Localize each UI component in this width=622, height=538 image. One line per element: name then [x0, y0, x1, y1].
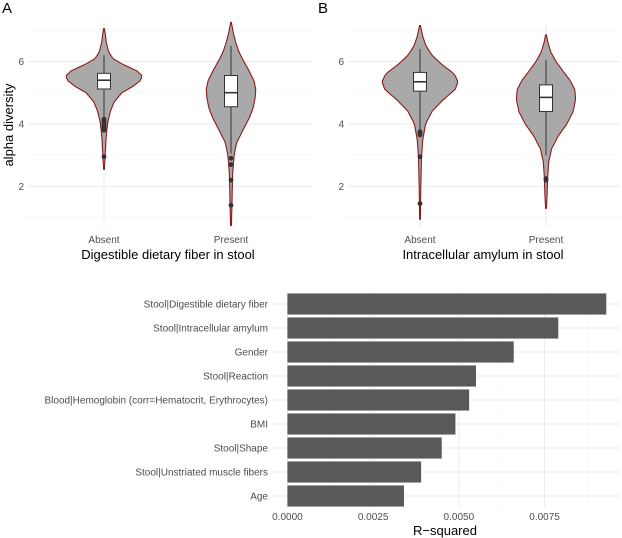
- panel-b-x-axis-title: Intracellular amylum in stool: [402, 247, 563, 262]
- p0-outlier-0: [101, 127, 107, 133]
- p0-outlier-1: [228, 162, 234, 167]
- p2-y-tick-label: Stool|Unstriated muscle fibers: [135, 468, 268, 479]
- p1-y-tick-label: 2: [338, 182, 344, 193]
- p2-y-tick-label: Stool|Shape: [214, 444, 269, 455]
- p0-outlier-1: [228, 155, 234, 161]
- p1-outlier-0: [417, 154, 423, 160]
- bar-8: [287, 485, 404, 507]
- p0-y-tick-label: 2: [18, 182, 24, 193]
- p1-x-tick-label: Present: [529, 235, 564, 246]
- p1-outlier-0: [417, 201, 423, 206]
- bar-panel-c: 0.0000 0.0025 0.0050 0.0075 Stool|Digestible…: [44, 292, 620, 523]
- panel-label-a: A: [2, 0, 12, 17]
- panel-c-x-axis-title: R−squared: [413, 523, 477, 538]
- p1-outlier-0: [417, 132, 423, 138]
- p2-x-tick-label: 0.0000: [272, 512, 303, 523]
- bar-7: [287, 461, 422, 483]
- p1-outlier-1: [543, 177, 549, 183]
- violin-panel-b: 2 4 6 Absent Present: [338, 24, 620, 246]
- p1-x-tick-label: Absent: [404, 235, 435, 246]
- p1-y-tick-label: 6: [338, 57, 344, 68]
- p0-y-tick-label: 4: [18, 119, 24, 130]
- bar-6: [287, 437, 442, 459]
- panel-a-x-axis-title: Digestible dietary fiber in stool: [81, 247, 255, 262]
- p0-y-tick-label: 6: [18, 57, 24, 68]
- bar-4: [287, 389, 470, 411]
- p0-outlier-0: [101, 154, 107, 160]
- violin-panel-a: 2 4 6 Absent Present: [18, 21, 312, 246]
- p2-x-tick-label: 0.0075: [529, 512, 560, 523]
- bar-5: [287, 413, 456, 435]
- p2-y-tick-label: Gender: [235, 348, 269, 359]
- p0-x-tick-label: Absent: [88, 235, 119, 246]
- p2-x-tick-label: 0.0050: [444, 512, 475, 523]
- p1-y-tick-label: 4: [338, 119, 344, 130]
- p2-y-tick-label: BMI: [250, 420, 268, 431]
- p0-box-1: [224, 75, 238, 108]
- p0-outlier-1: [228, 177, 234, 183]
- p2-y-tick-label: Blood|Hemoglobin (corr=Hematocrit, Eryth…: [44, 396, 268, 407]
- bar-1: [287, 317, 559, 339]
- p0-box-0: [97, 72, 111, 90]
- bar-0: [287, 293, 607, 315]
- panel-label-b: B: [318, 0, 328, 17]
- p2-y-tick-label: Stool|Reaction: [203, 372, 268, 383]
- bar-2: [287, 341, 514, 363]
- p0-x-tick-label: Present: [214, 235, 249, 246]
- p2-y-tick-label: Age: [250, 492, 268, 503]
- p2-y-tick-label: Stool|Digestible dietary fiber: [144, 300, 269, 311]
- p2-y-tick-label: Stool|Intracellular amylum: [153, 324, 268, 335]
- p2-x-tick-label: 0.0025: [358, 512, 389, 523]
- p0-outlier-1: [228, 202, 234, 208]
- bar-3: [287, 365, 476, 387]
- panel-a-y-axis-title: alpha diversity: [1, 83, 16, 167]
